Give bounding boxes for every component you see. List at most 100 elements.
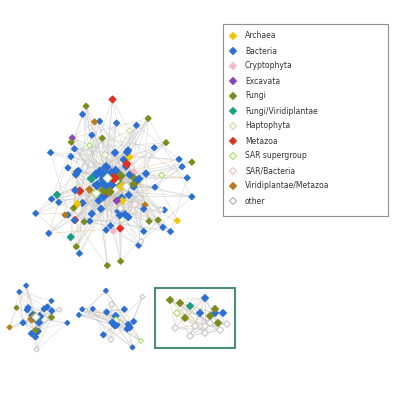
Polygon shape xyxy=(189,159,195,165)
Polygon shape xyxy=(80,307,85,312)
Polygon shape xyxy=(117,182,126,191)
Polygon shape xyxy=(130,181,137,187)
Polygon shape xyxy=(104,177,114,187)
Polygon shape xyxy=(107,169,116,178)
Polygon shape xyxy=(101,185,111,195)
Polygon shape xyxy=(182,314,188,321)
Polygon shape xyxy=(122,163,130,170)
Polygon shape xyxy=(99,135,105,141)
Polygon shape xyxy=(34,329,40,335)
Polygon shape xyxy=(68,139,74,145)
Polygon shape xyxy=(141,206,147,212)
Polygon shape xyxy=(87,174,95,183)
Polygon shape xyxy=(65,165,71,171)
Polygon shape xyxy=(230,198,236,204)
Polygon shape xyxy=(95,197,102,204)
Polygon shape xyxy=(112,149,118,156)
Polygon shape xyxy=(102,171,112,180)
Polygon shape xyxy=(130,345,135,350)
Polygon shape xyxy=(29,312,37,320)
Polygon shape xyxy=(99,175,108,184)
Polygon shape xyxy=(166,296,174,303)
Polygon shape xyxy=(93,180,102,189)
Polygon shape xyxy=(186,303,194,310)
Polygon shape xyxy=(98,206,104,212)
Polygon shape xyxy=(73,168,80,175)
Polygon shape xyxy=(101,181,110,190)
Polygon shape xyxy=(131,318,137,325)
Polygon shape xyxy=(174,310,180,316)
Polygon shape xyxy=(134,178,141,185)
Polygon shape xyxy=(125,147,132,154)
Polygon shape xyxy=(104,263,110,268)
Text: Fungi: Fungi xyxy=(245,92,266,101)
Polygon shape xyxy=(104,288,108,293)
Polygon shape xyxy=(206,320,214,327)
Polygon shape xyxy=(212,310,218,316)
Polygon shape xyxy=(72,217,78,224)
Polygon shape xyxy=(230,92,236,99)
Polygon shape xyxy=(160,224,166,230)
Polygon shape xyxy=(92,119,98,125)
Polygon shape xyxy=(67,233,74,241)
Polygon shape xyxy=(174,218,180,224)
Polygon shape xyxy=(179,164,185,170)
Polygon shape xyxy=(184,175,190,181)
Polygon shape xyxy=(83,103,89,109)
Polygon shape xyxy=(114,120,120,126)
Polygon shape xyxy=(118,258,124,264)
Polygon shape xyxy=(126,154,133,161)
Polygon shape xyxy=(136,175,143,182)
Polygon shape xyxy=(138,239,144,244)
Text: other: other xyxy=(245,196,266,206)
Polygon shape xyxy=(86,186,93,193)
Polygon shape xyxy=(172,325,178,332)
Polygon shape xyxy=(142,170,150,177)
Polygon shape xyxy=(75,167,82,174)
Text: Haptophyta: Haptophyta xyxy=(245,121,290,130)
Polygon shape xyxy=(14,305,19,310)
Polygon shape xyxy=(35,318,43,326)
Polygon shape xyxy=(161,207,167,213)
Polygon shape xyxy=(89,132,95,138)
Polygon shape xyxy=(111,177,120,185)
Polygon shape xyxy=(230,62,236,70)
Polygon shape xyxy=(192,323,198,329)
Polygon shape xyxy=(72,187,79,194)
Polygon shape xyxy=(115,180,124,189)
Text: Cryptophyta: Cryptophyta xyxy=(245,61,293,70)
Polygon shape xyxy=(99,191,108,200)
Polygon shape xyxy=(116,212,123,219)
Polygon shape xyxy=(230,138,236,145)
Polygon shape xyxy=(230,152,236,160)
Polygon shape xyxy=(102,151,109,158)
Polygon shape xyxy=(104,309,110,315)
Text: Viridiplantae/Metazoa: Viridiplantae/Metazoa xyxy=(245,182,330,191)
Bar xyxy=(155,288,235,348)
Polygon shape xyxy=(189,194,195,200)
Polygon shape xyxy=(24,307,30,313)
Polygon shape xyxy=(99,185,108,195)
Polygon shape xyxy=(138,338,143,343)
Polygon shape xyxy=(155,217,161,223)
Polygon shape xyxy=(108,336,114,342)
Polygon shape xyxy=(120,156,127,163)
Polygon shape xyxy=(112,312,119,320)
Polygon shape xyxy=(100,176,108,185)
Polygon shape xyxy=(87,218,93,224)
Polygon shape xyxy=(48,196,54,202)
Polygon shape xyxy=(110,185,120,195)
Polygon shape xyxy=(92,189,101,198)
Polygon shape xyxy=(130,183,137,190)
Polygon shape xyxy=(136,242,142,248)
Polygon shape xyxy=(100,332,106,338)
Polygon shape xyxy=(115,208,122,215)
Polygon shape xyxy=(103,174,112,183)
Bar xyxy=(223,24,388,216)
Polygon shape xyxy=(122,211,128,218)
Polygon shape xyxy=(127,325,133,331)
Polygon shape xyxy=(109,96,116,103)
Polygon shape xyxy=(31,314,39,322)
Polygon shape xyxy=(176,156,182,162)
Polygon shape xyxy=(49,298,54,303)
